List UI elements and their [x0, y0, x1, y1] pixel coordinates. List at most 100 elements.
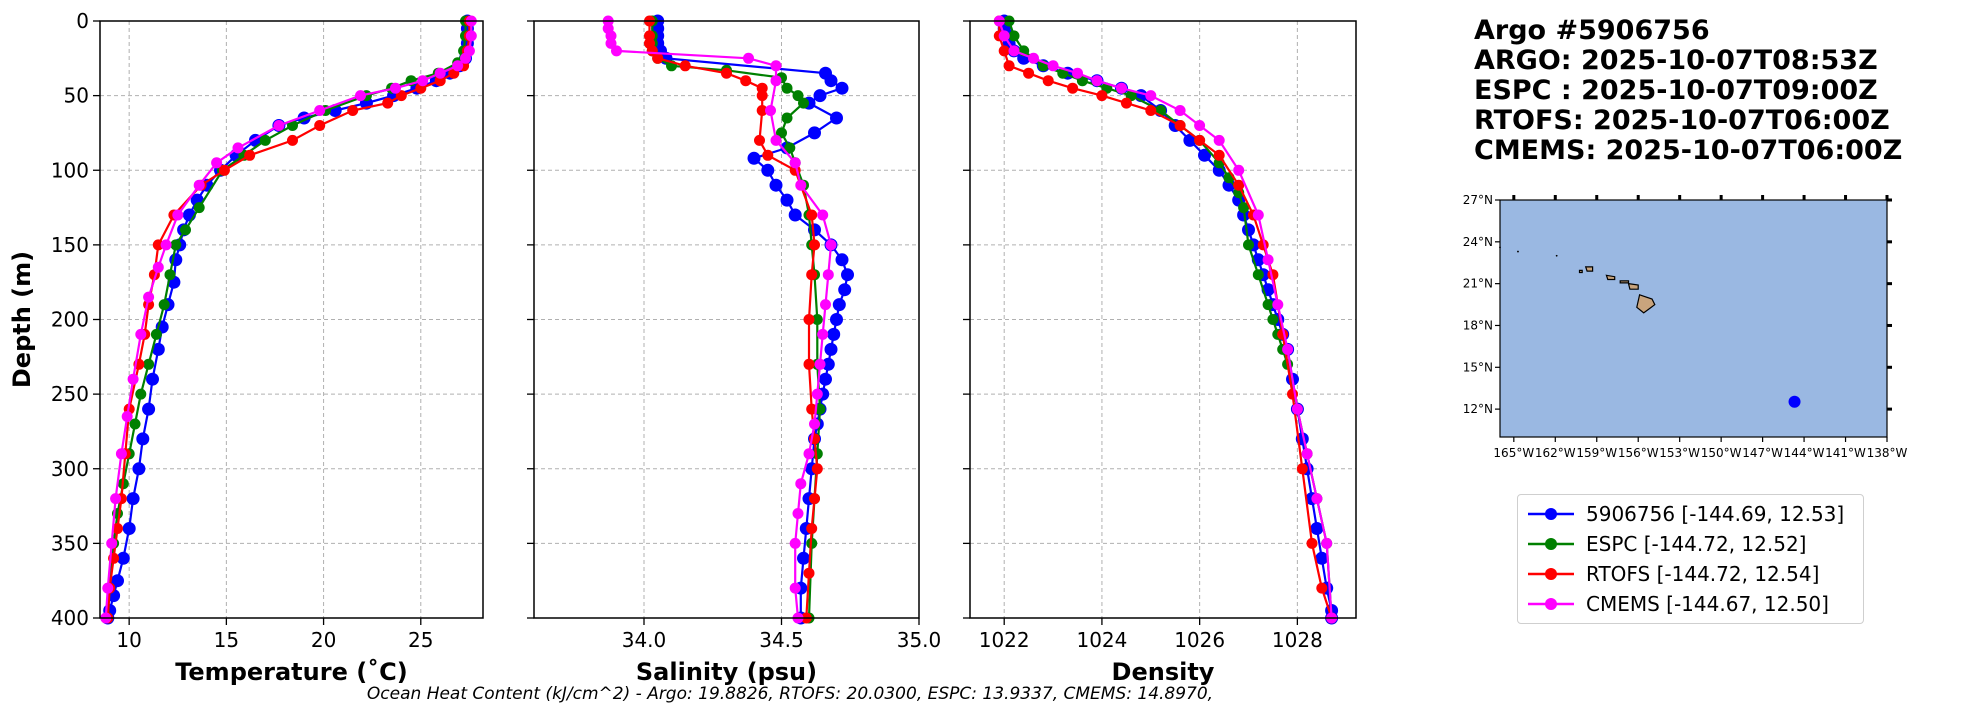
ohc-footer: Ocean Heat Content (kJ/cm^2) - Argo: 19.… — [367, 684, 1213, 704]
data-point-cmems — [115, 448, 127, 460]
data-point-rtofs — [806, 209, 818, 221]
data-point-rtofs — [1296, 463, 1308, 475]
y-tick-label: 0 — [76, 9, 89, 33]
data-point-cmems — [1091, 75, 1103, 87]
series-cmems — [100, 15, 477, 624]
data-point-espc — [1262, 299, 1274, 311]
float-position-marker — [1788, 395, 1801, 408]
y-tick-label: 350 — [51, 531, 89, 555]
data-point-argo — [838, 283, 852, 297]
data-point-cmems — [1301, 448, 1313, 460]
data-point-cmems — [825, 239, 837, 251]
data-point-argo — [841, 268, 854, 282]
data-point-cmems — [1028, 52, 1039, 64]
data-point-rtofs — [314, 120, 326, 131]
data-point-cmems — [1008, 45, 1020, 57]
lat-tick-label: 18°N — [1463, 318, 1493, 332]
x-tick-label: 25 — [408, 628, 433, 652]
panel-0: 0 50 100 150 200 250 300 350 400 10 15 20 25Temperat… — [51, 9, 484, 686]
legend-label: ESPC [-144.72, 12.52] — [1586, 532, 1807, 556]
lat-tick-label: 21°N — [1463, 277, 1493, 291]
data-point-cmems — [820, 299, 831, 311]
data-point-argo — [832, 298, 846, 312]
data-point-cmems — [803, 448, 815, 460]
data-point-espc — [1252, 269, 1264, 281]
data-point-rtofs — [756, 90, 768, 102]
data-point-rtofs — [395, 90, 407, 102]
y-tick-label: 250 — [51, 382, 89, 406]
data-point-rtofs — [1194, 134, 1206, 146]
data-point-cmems — [143, 291, 155, 303]
x-tick-label: 1024 — [1076, 628, 1127, 652]
data-point-rtofs — [244, 149, 256, 161]
data-point-cmems — [789, 157, 801, 169]
legend-swatch-cmems — [1528, 598, 1574, 610]
data-point-cmems — [465, 30, 477, 42]
data-point-cmems — [770, 60, 782, 72]
data-point-argo — [122, 522, 136, 535]
data-point-espc — [1008, 30, 1020, 42]
legend-item: 5906756 [-144.69, 12.53] — [1518, 499, 1863, 529]
data-point-rtofs — [998, 45, 1010, 57]
data-point-cmems — [611, 45, 622, 57]
data-point-argo — [1310, 522, 1324, 535]
data-point-rtofs — [152, 239, 164, 251]
data-point-rtofs — [809, 239, 820, 251]
data-point-cmems — [1213, 134, 1225, 146]
x-tick-label: 1022 — [979, 628, 1030, 652]
data-point-cmems — [355, 90, 366, 102]
data-point-rtofs — [803, 567, 815, 579]
lat-tick-label: 27°N — [1463, 193, 1493, 207]
data-point-argo — [788, 208, 802, 222]
data-point-rtofs — [806, 403, 818, 415]
data-point-cmems — [460, 52, 471, 64]
data-point-cmems — [1311, 493, 1323, 505]
data-point-argo — [830, 111, 843, 125]
data-point-rtofs — [1003, 60, 1015, 72]
data-point-argo — [116, 551, 130, 565]
lon-tick-label: 147°W — [1742, 446, 1783, 460]
y-tick-label: 200 — [51, 308, 89, 332]
data-point-cmems — [1194, 120, 1206, 131]
lat-tick-label: 24°N — [1463, 235, 1493, 249]
series-line-cmems — [998, 20, 1333, 619]
data-point-cmems — [765, 105, 776, 116]
data-point-argo — [1198, 148, 1211, 162]
legend-label: CMEMS [-144.67, 12.50] — [1586, 592, 1829, 616]
island-maui — [1627, 282, 1639, 290]
title-line: Argo #5906756 — [1474, 15, 1710, 46]
data-point-rtofs — [1120, 97, 1132, 109]
island-kauai — [1584, 266, 1594, 272]
data-point-argo — [151, 342, 165, 356]
x-axis-label: Salinity (psu) — [636, 658, 817, 686]
plot-panels: 0 50 100 150 200 250 300 350 400 10 15 20 25Temperat… — [8, 9, 1357, 686]
data-point-cmems — [817, 209, 829, 221]
x-tick-label: 35.0 — [897, 628, 942, 652]
data-point-cmems — [817, 328, 829, 340]
data-point-espc — [180, 224, 191, 236]
data-point-argo — [126, 492, 140, 506]
title-line: ARGO: 2025-10-07T08:53Z — [1474, 45, 1878, 76]
data-point-rtofs — [754, 134, 765, 146]
data-point-cmems — [743, 52, 754, 64]
map-frame — [1499, 199, 1888, 438]
data-point-cmems — [998, 30, 1010, 42]
data-point-espc — [811, 314, 823, 325]
data-point-cmems — [789, 537, 801, 549]
island-niihau — [1578, 269, 1583, 274]
x-tick-label: 1028 — [1272, 628, 1323, 652]
data-point-espc — [170, 239, 182, 251]
data-point-argo — [761, 163, 775, 177]
y-tick-label: 400 — [51, 606, 89, 630]
data-point-rtofs — [756, 105, 768, 116]
legend: 5906756 [-144.69, 12.53] ESPC [-144.72, … — [1517, 494, 1864, 624]
data-point-cmems — [1252, 209, 1264, 221]
data-point-argo — [808, 126, 821, 140]
data-point-rtofs — [347, 105, 359, 116]
data-point-cmems — [822, 269, 834, 281]
x-tick-label: 34.5 — [759, 628, 804, 652]
data-point-cmems — [172, 209, 184, 221]
lat-tick-label: 12°N — [1463, 402, 1493, 416]
data-point-espc — [135, 388, 147, 400]
legend-item: ESPC [-144.72, 12.52] — [1518, 529, 1863, 559]
